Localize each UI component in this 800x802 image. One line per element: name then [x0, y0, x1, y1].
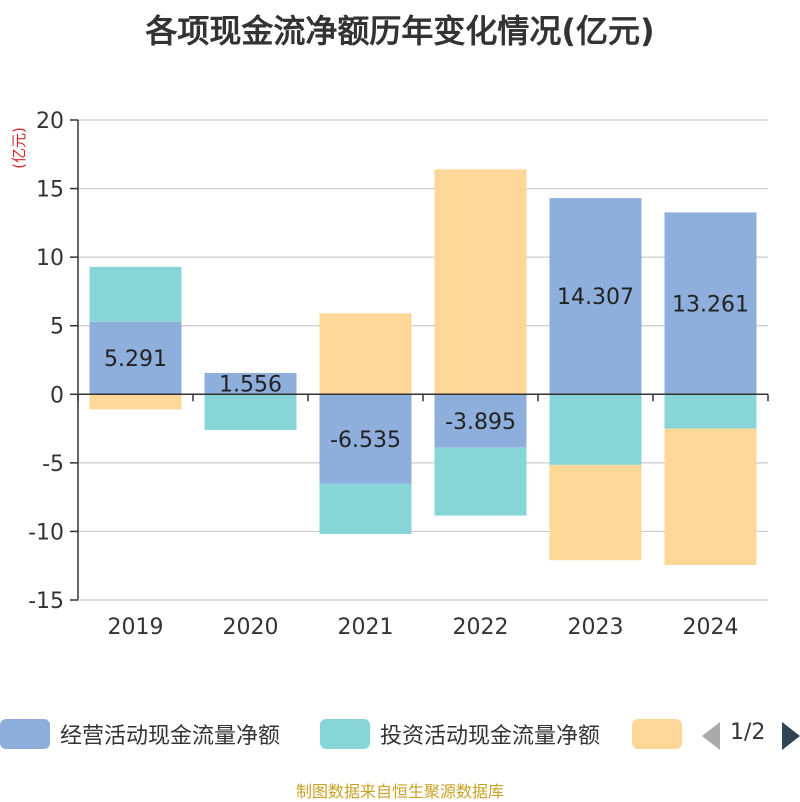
y-tick-label: 5 [50, 315, 64, 340]
bar-series-0-2019 [89, 321, 182, 395]
legend-prev-arrow-icon[interactable] [702, 722, 720, 750]
bar-series-0-2022 [434, 394, 527, 448]
x-tick-label: 2020 [223, 615, 279, 640]
legend-swatch-investing [320, 719, 370, 749]
bar-series-2-2019 [89, 394, 182, 410]
bar-series-1-2019 [89, 266, 182, 322]
bar-series-0-2020 [204, 372, 297, 395]
bar-series-2-2021 [319, 313, 412, 395]
data-label: 13.261 [672, 292, 749, 317]
x-tick-label: 2021 [338, 615, 394, 640]
y-tick-label: 15 [36, 178, 64, 203]
bar-series-2-2024 [664, 428, 757, 566]
data-label: -3.895 [445, 410, 516, 435]
y-tick-label: -10 [28, 520, 64, 545]
chart-plot: 20 15 10 5 0 -5 -10 -15 5.291 1.556 -6.535 -3.895 14… [10, 109, 769, 640]
data-label: 14.307 [557, 285, 634, 310]
bar-series-0-2024 [664, 212, 757, 395]
legend-item-operating[interactable]: 经营活动现金流量净额 [0, 718, 280, 750]
legend-item-third[interactable] [632, 718, 682, 750]
legend-label-operating: 经营活动现金流量净额 [60, 724, 281, 749]
bar-series-1-2021 [319, 483, 412, 534]
bars [89, 169, 757, 566]
unit-label: (亿元) [10, 127, 28, 169]
labels: 20 15 10 5 0 -5 -10 -15 5.291 1.556 -6.535 -3.895 14… [10, 109, 749, 640]
legend: 经营活动现金流量净额 投资活动现金流量净额 1/2 [0, 712, 800, 756]
bar-series-0-2023 [549, 198, 642, 395]
x-tick-label: 2019 [108, 615, 164, 640]
y-tick-label: 20 [36, 109, 64, 134]
legend-item-investing[interactable]: 投资活动现金流量净额 [320, 718, 600, 750]
data-label: 1.556 [219, 373, 282, 398]
legend-label-investing: 投资活动现金流量净额 [380, 724, 601, 749]
y-tick-label: -15 [28, 589, 64, 614]
y-tick-label: -5 [42, 452, 64, 477]
bar-series-2-2022 [434, 169, 527, 395]
y-tick-label: 10 [36, 246, 64, 271]
x-tick-label: 2023 [568, 615, 624, 640]
bar-series-1-2020 [204, 394, 297, 430]
bar-series-0-2021 [319, 394, 412, 484]
bar-series-2-2023 [549, 464, 642, 561]
chart-title: 各项现金流净额历年变化情况(亿元) [145, 12, 655, 50]
legend-page-indicator: 1/2 [730, 720, 766, 745]
source-note: 制图数据来自恒生聚源数据库 [295, 782, 504, 801]
legend-next-arrow-icon[interactable] [782, 722, 800, 750]
x-tick-label: 2024 [683, 615, 739, 640]
bar-series-1-2022 [434, 447, 527, 516]
axes [70, 119, 769, 601]
legend-swatch-operating [0, 719, 50, 749]
bar-series-1-2023 [549, 394, 642, 465]
data-label: -6.535 [330, 428, 401, 453]
y-tick-label: 0 [50, 383, 64, 408]
data-label: 5.291 [104, 347, 167, 372]
bar-series-1-2024 [664, 394, 757, 429]
x-tick-label: 2022 [453, 615, 509, 640]
legend-swatch-third [632, 719, 682, 749]
